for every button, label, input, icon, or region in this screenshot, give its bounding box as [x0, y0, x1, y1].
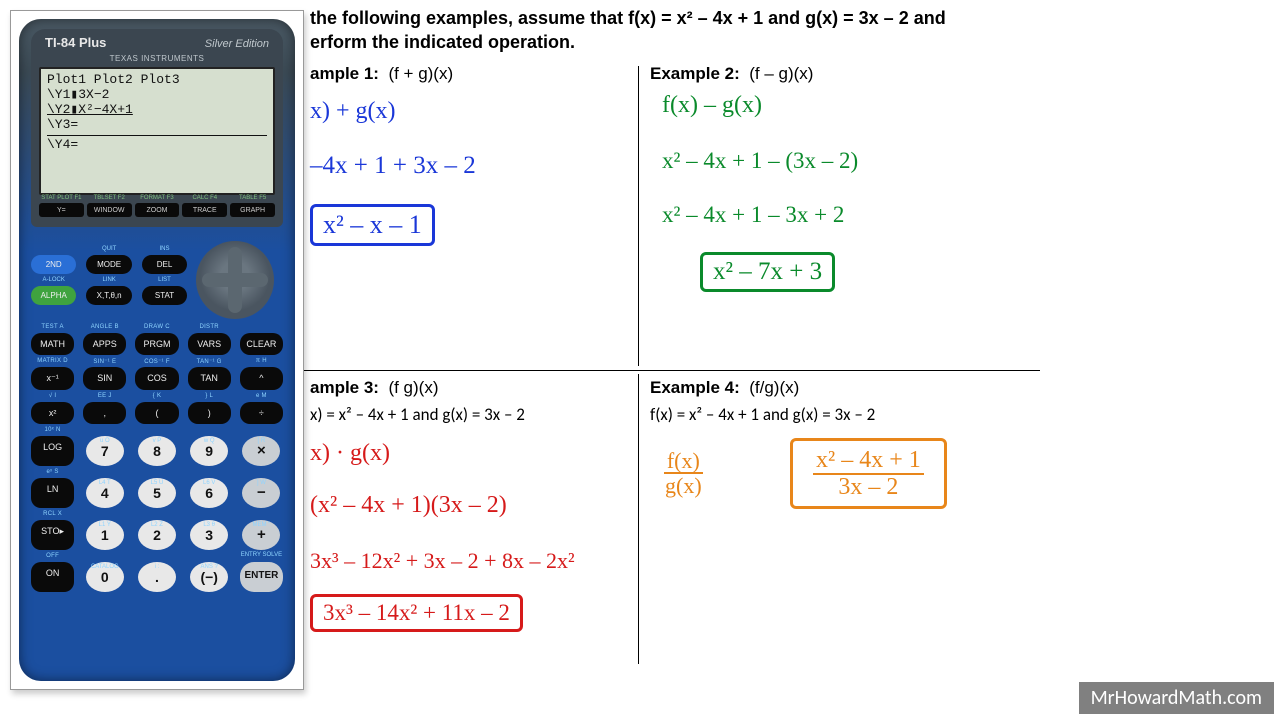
key-[interactable]: MEM "+ — [242, 520, 280, 550]
key-enter[interactable]: ENTRY SOLVEENTER — [240, 562, 283, 592]
ex4-ans: x² – 4x + 13x – 2 — [790, 438, 947, 509]
fkey-window[interactable]: TBLSET F2WINDOW — [87, 203, 132, 217]
fkey-graph[interactable]: TABLE F5GRAPH — [230, 203, 275, 217]
key-on[interactable]: OFFON — [31, 562, 74, 592]
scr-1: \Y1▮3X−2 — [47, 88, 267, 103]
divider-h — [300, 370, 1040, 371]
ex3-label: ample 3: (f g)(x) — [310, 378, 438, 398]
key-[interactable]: EE J, — [83, 402, 126, 424]
key-cos[interactable]: COS⁻¹ FCOS — [135, 367, 178, 390]
ex2-w3: x² – 4x + 1 – 3x + 2 — [662, 202, 844, 228]
scr-3: \Y3= — [47, 118, 267, 133]
ex2-ans: x² – 7x + 3 — [700, 252, 835, 292]
key-[interactable]: ANS ?(−) — [190, 562, 228, 592]
key-vars[interactable]: DISTRVARS — [188, 333, 231, 355]
key-5[interactable]: L5 U5 — [138, 478, 176, 508]
key-0[interactable]: CATALOG0 — [86, 562, 124, 592]
instr-l1: the following examples, assume that f(x)… — [310, 8, 946, 28]
instruction: the following examples, assume that f(x)… — [310, 6, 946, 55]
key-stat[interactable]: LISTSTAT — [142, 286, 187, 305]
key-alpha[interactable]: A-LOCKALPHA — [31, 286, 76, 305]
key-[interactable]: [ R× — [242, 436, 280, 466]
scr-2: \Y2▮X²−4X+1 — [47, 103, 267, 118]
key-log[interactable]: 10ˣ NLOG — [31, 436, 74, 466]
key-sin[interactable]: SIN⁻¹ ESIN — [83, 367, 126, 390]
key-8[interactable]: v P8 — [138, 436, 176, 466]
key-mode[interactable]: QUITMODE — [86, 255, 131, 274]
calculator-window: TI-84 Plus Silver Edition TEXAS INSTRUME… — [10, 10, 304, 690]
scr-0: Plot1 Plot2 Plot3 — [47, 73, 267, 88]
key-ln[interactable]: eˣ SLN — [31, 478, 74, 508]
key-3[interactable]: L3 θ3 — [190, 520, 228, 550]
fkey-zoom[interactable]: FORMAT F3ZOOM — [135, 203, 180, 217]
calc-brand: TI-84 Plus Silver Edition — [39, 35, 275, 54]
ex1-ans: x² – x – 1 — [310, 204, 435, 246]
key-[interactable]: ] W− — [242, 478, 280, 508]
key-x[interactable]: MATRIX Dx⁻¹ — [31, 367, 74, 390]
ex4-label: Example 4: (f/g)(x) — [650, 378, 799, 398]
ex3-w3: 3x³ – 12x² + 3x – 2 + 8x – 2x² — [310, 548, 575, 574]
key-apps[interactable]: ANGLE BAPPS — [83, 333, 126, 355]
instr-l2: erform the indicated operation. — [310, 32, 575, 52]
key-1[interactable]: L1 Y1 — [86, 520, 124, 550]
ex2-w2: x² – 4x + 1 – (3x – 2) — [662, 148, 858, 174]
left-keys: 2ND QUITMODE INSDEL A-LOCKALPHA LINKX,T,θ,n L… — [31, 255, 187, 305]
ex1-w2: –4x + 1 + 3x – 2 — [310, 152, 476, 180]
brand-left: TI-84 Plus — [45, 35, 106, 50]
dpad[interactable] — [187, 241, 283, 319]
key-del[interactable]: INSDEL — [142, 255, 187, 274]
key-[interactable]: { K( — [135, 402, 178, 424]
watermark: MrHowardMath.com — [1079, 682, 1274, 714]
brand-right: Silver Edition — [205, 38, 269, 50]
key-x[interactable]: √ Ix² — [31, 402, 74, 424]
scr-5: \Y4= — [47, 135, 267, 153]
ex4-sub: f(x) = x² – 4x + 1 and g(x) = 3x – 2 — [650, 404, 875, 425]
ex3-sub: x) = x² – 4x + 1 and g(x) = 3x – 2 — [310, 404, 525, 425]
key-9[interactable]: w Q9 — [190, 436, 228, 466]
divider-v-bot — [638, 374, 639, 664]
key-4[interactable]: L4 T4 — [86, 478, 124, 508]
ex2-w1: f(x) – g(x) — [662, 92, 762, 119]
key-sto[interactable]: RCL XSTO▸ — [31, 520, 74, 550]
fkey-row: STAT PLOT F1Y=TBLSET F2WINDOWFORMAT F3ZO… — [39, 203, 275, 217]
key-[interactable]: e M÷ — [240, 402, 283, 424]
ex1-label: ample 1: (f + g)(x) — [310, 64, 453, 84]
key-6[interactable]: L6 V6 — [190, 478, 228, 508]
page: the following examples, assume that f(x)… — [0, 0, 1280, 720]
calc-top: TI-84 Plus Silver Edition TEXAS INSTRUME… — [31, 29, 283, 227]
key-[interactable]: i :. — [138, 562, 176, 592]
key-tan[interactable]: TAN⁻¹ GTAN — [188, 367, 231, 390]
fkey-y=[interactable]: STAT PLOT F1Y= — [39, 203, 84, 217]
ex2-label: Example 2: (f – g)(x) — [650, 64, 813, 84]
key-[interactable]: } L) — [188, 402, 231, 424]
ex4-frac1: f(x)g(x) — [662, 448, 705, 497]
ex3-w1: x) · g(x) — [310, 440, 390, 467]
mid-row: 2ND QUITMODE INSDEL A-LOCKALPHA LINKX,T,θ,n L… — [31, 241, 283, 319]
key-clear[interactable]: CLEAR — [240, 333, 283, 355]
ti-label: TEXAS INSTRUMENTS — [39, 54, 275, 63]
ex3-w2: (x² – 4x + 1)(3x – 2) — [310, 492, 507, 519]
func-grid: TEST AMATH ANGLE BAPPS DRAW CPRGM DISTRVARS… — [31, 333, 283, 592]
ex1-w1: x) + g(x) — [310, 98, 396, 125]
key-math[interactable]: TEST AMATH — [31, 333, 74, 355]
key-prgm[interactable]: DRAW CPRGM — [135, 333, 178, 355]
ex3-ans: 3x³ – 14x² + 11x – 2 — [310, 594, 523, 632]
key-7[interactable]: u O7 — [86, 436, 124, 466]
fkey-trace[interactable]: CALC F4TRACE — [182, 203, 227, 217]
key-xtn[interactable]: LINKX,T,θ,n — [86, 286, 131, 305]
divider-v-top — [638, 66, 639, 366]
key-2[interactable]: L2 Z2 — [138, 520, 176, 550]
key-[interactable]: π H^ — [240, 367, 283, 390]
calculator: TI-84 Plus Silver Edition TEXAS INSTRUME… — [19, 19, 295, 681]
calc-screen: Plot1 Plot2 Plot3 \Y1▮3X−2 \Y2▮X²−4X+1 \… — [39, 67, 275, 195]
key-2nd[interactable]: 2ND — [31, 255, 76, 274]
